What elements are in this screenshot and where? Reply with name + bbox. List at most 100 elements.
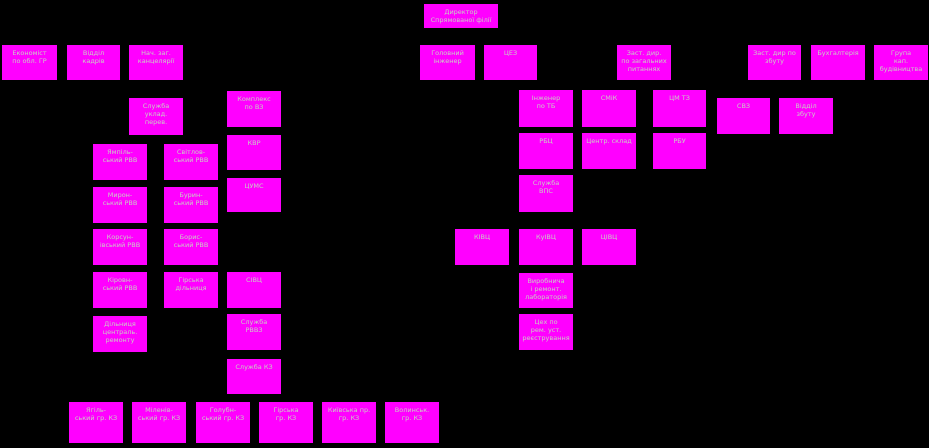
org-box-label: гр. КЗ — [275, 414, 297, 422]
org-box-label: ський РВВ — [102, 156, 138, 164]
org-box-label: ремонту — [105, 336, 135, 344]
org-box-label: Корсун- — [106, 233, 134, 241]
org-box-label: КВР — [247, 139, 261, 147]
org-box-sluzhba-rvvz: Служба РВВЗ — [227, 314, 281, 350]
org-box-buhgalteriya: Бухгалтерія — [811, 45, 865, 80]
org-box-kvr: КВР — [227, 135, 281, 170]
org-box-label: Служба — [142, 102, 170, 110]
org-box-ceh-reestr: Цех по рем. уст. реєстрування — [519, 314, 573, 350]
org-box-kuivc: КуІВЦ — [519, 229, 573, 265]
org-box-label: Головний — [431, 49, 464, 57]
org-box-label: Група — [890, 49, 912, 57]
org-box-rvv-4: Бурин-ський РВВ — [164, 187, 218, 223]
org-box-rvv-6: Борис-ський РВВ — [164, 229, 218, 265]
org-box-rvv-5: Корсун-івський РВВ — [93, 229, 147, 265]
org-box-gr-kz-6: Волинськ. гр. КЗ — [385, 402, 439, 443]
org-box-label: ський РВВ — [173, 199, 209, 207]
org-box-label: КуІВЦ — [536, 233, 556, 241]
org-box-label: КІВЦ — [473, 233, 491, 241]
org-box-label: Бухгалтерія — [817, 49, 859, 57]
org-box-label: по обл. ГР — [12, 57, 47, 65]
org-box-label: Комплекс — [237, 95, 271, 103]
org-box-label: централь. — [102, 328, 138, 336]
org-box-gr-kz-3: Голубн-ський гр. КЗ — [196, 402, 250, 443]
org-box-label: Гірська — [273, 406, 299, 414]
org-box-sluzhba-kz: Служба КЗ — [227, 359, 281, 394]
org-box-cez: ЦЕЗ — [484, 45, 537, 80]
org-box-gr-kz-5: Київська пр. гр. КЗ — [322, 402, 376, 443]
org-box-label: питаннях — [627, 65, 661, 73]
org-box-label: Дільниця — [104, 320, 136, 328]
org-box-label: Спрямованої філії — [430, 16, 492, 24]
org-box-label: збуту — [765, 57, 784, 65]
org-box-label: Цех по — [534, 318, 558, 326]
org-box-label: Нач. заг. — [141, 49, 171, 57]
org-box-director: Директор Спрямованої філії — [424, 4, 498, 28]
org-box-label: Бурин- — [179, 191, 203, 199]
org-box-rbc: РБЦ — [519, 133, 573, 169]
org-box-label: кадрів — [82, 57, 105, 65]
org-box-svz: СВЗ — [717, 98, 770, 134]
org-box-label: гр. КЗ — [401, 414, 423, 422]
org-box-gr-kz-4: Гірська гр. КЗ — [259, 402, 313, 443]
org-box-rvv-2: Світлов-ський РВВ — [164, 144, 218, 180]
org-box-economist-gr: Економіст по обл. ГР — [2, 45, 57, 80]
org-box-label: Кіровн- — [107, 276, 133, 284]
org-box-label: СІВЦ — [246, 276, 262, 284]
org-box-label: канцелярії — [137, 57, 175, 65]
org-box-label: Економіст — [12, 49, 47, 57]
org-box-label: ський гр. КЗ — [201, 414, 245, 422]
org-box-grupa-kap-bud: Група кап. будівництва — [874, 45, 928, 80]
org-box-kompleks-vz: Комплекс по ВЗ — [227, 91, 281, 127]
org-box-label: реєстрування — [522, 334, 570, 342]
org-box-smik: СМіК — [582, 90, 636, 127]
org-box-label: ський РВВ — [102, 284, 138, 292]
org-box-centr-sklad: Центр. склад — [582, 133, 636, 169]
org-box-label: Служба — [240, 318, 268, 326]
org-box-rvv-1: Ямпіль-ський РВВ — [93, 144, 147, 180]
org-box-gr-kz-2: Міленів-ський гр. КЗ — [132, 402, 186, 443]
org-box-gr-kz-1: Ягіль-ський гр. КЗ — [69, 402, 123, 443]
org-box-viddil-kadriv: Відділ кадрів — [67, 45, 120, 80]
org-box-label: Ямпіль- — [107, 148, 133, 156]
org-box-sluzhba-uklad-perev: Служба уклад. перев. — [129, 98, 183, 135]
org-box-label: і ремонт. — [530, 285, 562, 293]
org-box-label: СМіК — [600, 94, 618, 102]
org-box-label: дільниця — [175, 284, 207, 292]
org-box-label: ський РВВ — [173, 241, 209, 249]
org-box-civc: ЦІВЦ — [582, 229, 636, 265]
org-box-label: івський РВВ — [99, 241, 141, 249]
org-box-label: уклад. — [144, 110, 168, 118]
org-box-sluzhba-vps: Служба ВПС — [519, 175, 573, 212]
org-box-label: будівництва — [879, 65, 923, 73]
org-box-label: Відділ — [82, 49, 105, 57]
org-box-label: Центр. склад — [586, 137, 632, 145]
org-box-label: Гірська — [178, 276, 204, 284]
org-box-label: Заст. дир по — [753, 49, 796, 57]
org-box-label: гр. КЗ — [338, 414, 360, 422]
org-box-label: РВВЗ — [245, 326, 263, 334]
org-box-label: по ТБ — [536, 102, 556, 110]
org-box-label: збуту — [796, 110, 816, 118]
org-box-label: Виробнича — [527, 277, 565, 285]
org-box-label: РБЦ — [539, 137, 553, 145]
org-box-zast-dyr-zagalnyh: Заст. дир. по загальних питаннях — [617, 45, 671, 80]
org-box-label: ЦМ ТЗ — [669, 94, 690, 102]
org-box-label: Ягіль- — [85, 406, 107, 414]
org-box-label: перев. — [144, 118, 168, 126]
org-box-label: Відділ — [795, 102, 817, 110]
org-box-label: ський гр. КЗ — [74, 414, 118, 422]
org-box-label: Голубн- — [209, 406, 237, 414]
org-box-label: ський РВВ — [102, 199, 138, 207]
org-box-viddil-zbutu: Відділ збуту — [779, 98, 833, 134]
org-box-label: СВЗ — [736, 102, 751, 110]
org-box-rvv-7: Кіровн-ський РВВ — [93, 272, 147, 308]
org-box-cm-tz: ЦМ ТЗ — [653, 90, 706, 127]
org-box-label: ський РВВ — [173, 156, 209, 164]
org-box-inzhener-tb: Інженер по ТБ — [519, 90, 573, 127]
org-box-label: РБУ — [673, 137, 686, 145]
org-box-label: по ВЗ — [244, 103, 264, 111]
org-box-label: інженер — [433, 57, 462, 65]
org-box-label: Мирон- — [107, 191, 133, 199]
